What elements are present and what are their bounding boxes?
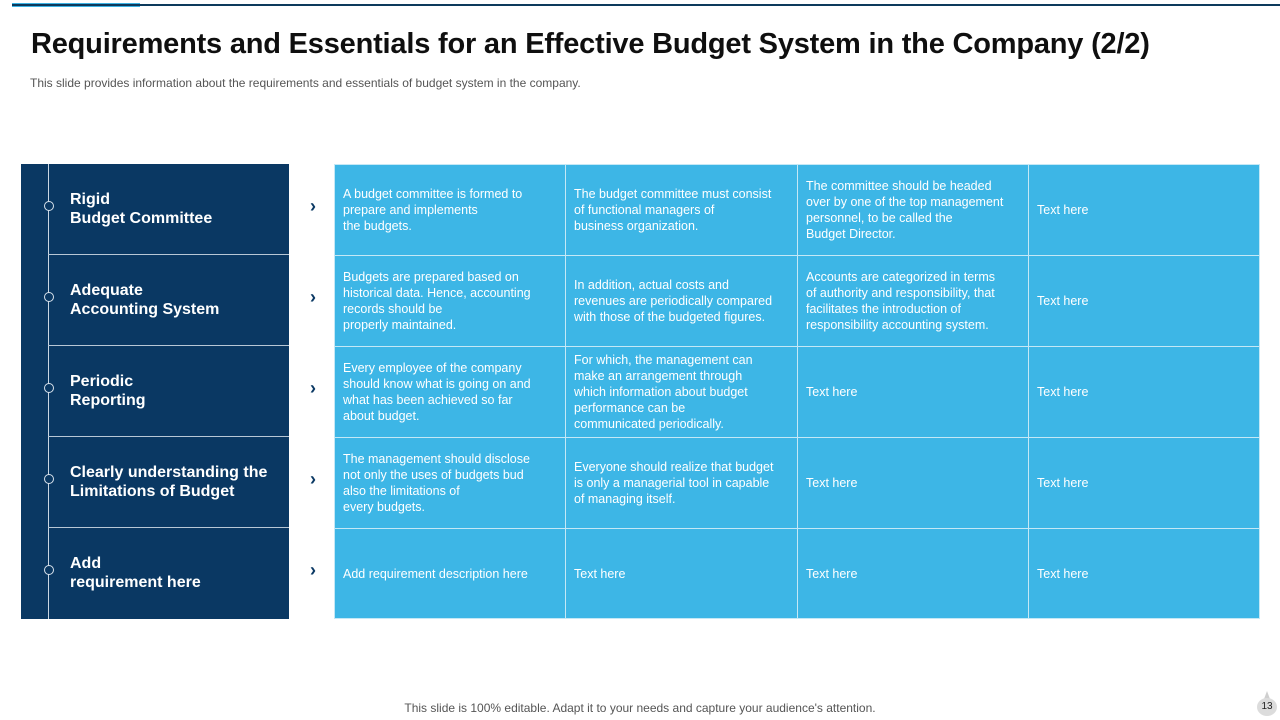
requirement-item[interactable]: Periodic Reporting xyxy=(21,346,289,437)
timeline-dot-icon xyxy=(44,565,54,575)
requirement-label: Rigid Budget Committee xyxy=(70,191,213,227)
grid-line xyxy=(334,437,1260,438)
table-cell: Text here xyxy=(1037,384,1089,399)
table-cell: For which, the management can make an ar… xyxy=(574,352,753,431)
slide-footer: This slide is 100% editable. Adapt it to… xyxy=(404,701,876,715)
table-cell: Text here xyxy=(1037,566,1089,581)
grid-line xyxy=(1028,164,1029,619)
page-number: 13 xyxy=(1257,698,1277,716)
requirement-item[interactable]: Adequate Accounting System xyxy=(21,255,289,346)
table-cell: Text here xyxy=(1037,475,1089,490)
table-cell: Text here xyxy=(806,566,858,581)
table-cell: Text here xyxy=(1037,293,1089,308)
requirement-item[interactable]: Add requirement here xyxy=(21,528,289,619)
grid-line xyxy=(565,164,566,619)
table-cell: Text here xyxy=(574,566,626,581)
chevron-right-icon: › xyxy=(310,469,316,489)
table-cell: Add requirement description here xyxy=(343,566,528,581)
timeline-dot-icon xyxy=(44,201,54,211)
table-cell: The committee should be headed over by o… xyxy=(806,178,1004,241)
grid-line xyxy=(797,164,798,619)
table-cell: A budget committee is formed to prepare … xyxy=(343,186,523,233)
table-cell: In addition, actual costs and revenues a… xyxy=(574,277,773,324)
table-cell: Everyone should realize that budget is o… xyxy=(574,459,774,506)
table-cell: The budget committee must consist of fun… xyxy=(574,186,772,233)
timeline-dot-icon xyxy=(44,292,54,302)
chevron-right-icon: › xyxy=(310,378,316,398)
table-cell: Accounts are categorized in terms of aut… xyxy=(806,269,995,332)
divider xyxy=(48,436,289,437)
table-cell: Text here xyxy=(806,475,858,490)
slide-title: Requirements and Essentials for an Effec… xyxy=(31,28,1150,60)
table-cell: Text here xyxy=(806,384,858,399)
money-bag-icon xyxy=(1264,691,1270,699)
divider xyxy=(48,254,289,255)
requirements-panel: Rigid Budget Committee Adequate Accounti… xyxy=(21,164,289,619)
requirement-label: Adequate Accounting System xyxy=(70,282,220,318)
chevron-right-icon: › xyxy=(310,287,316,307)
chevron-right-icon: › xyxy=(310,560,316,580)
chevron-right-icon: › xyxy=(310,196,316,216)
timeline-dot-icon xyxy=(44,474,54,484)
requirement-label: Add requirement here xyxy=(70,555,201,591)
divider xyxy=(48,527,289,528)
requirement-item[interactable]: Clearly understanding the Limitations of… xyxy=(21,437,289,528)
grid-line xyxy=(334,346,1260,347)
requirement-label: Clearly understanding the Limitations of… xyxy=(70,464,268,500)
requirement-item[interactable]: Rigid Budget Committee xyxy=(21,164,289,255)
table-cell: Every employee of the company should kno… xyxy=(343,360,531,423)
divider xyxy=(48,345,289,346)
requirement-label: Periodic Reporting xyxy=(70,373,146,409)
table-cell: Budgets are prepared based on historical… xyxy=(343,269,531,332)
requirements-table: A budget committee is formed to prepare … xyxy=(334,164,1260,619)
header-rule xyxy=(12,4,1280,6)
slide-subtitle: This slide provides information about th… xyxy=(30,76,581,90)
timeline-dot-icon xyxy=(44,383,54,393)
grid-line xyxy=(334,255,1260,256)
table-cell: Text here xyxy=(1037,202,1089,217)
grid-line xyxy=(334,528,1260,529)
table-cell: The management should disclose not only … xyxy=(343,451,530,514)
